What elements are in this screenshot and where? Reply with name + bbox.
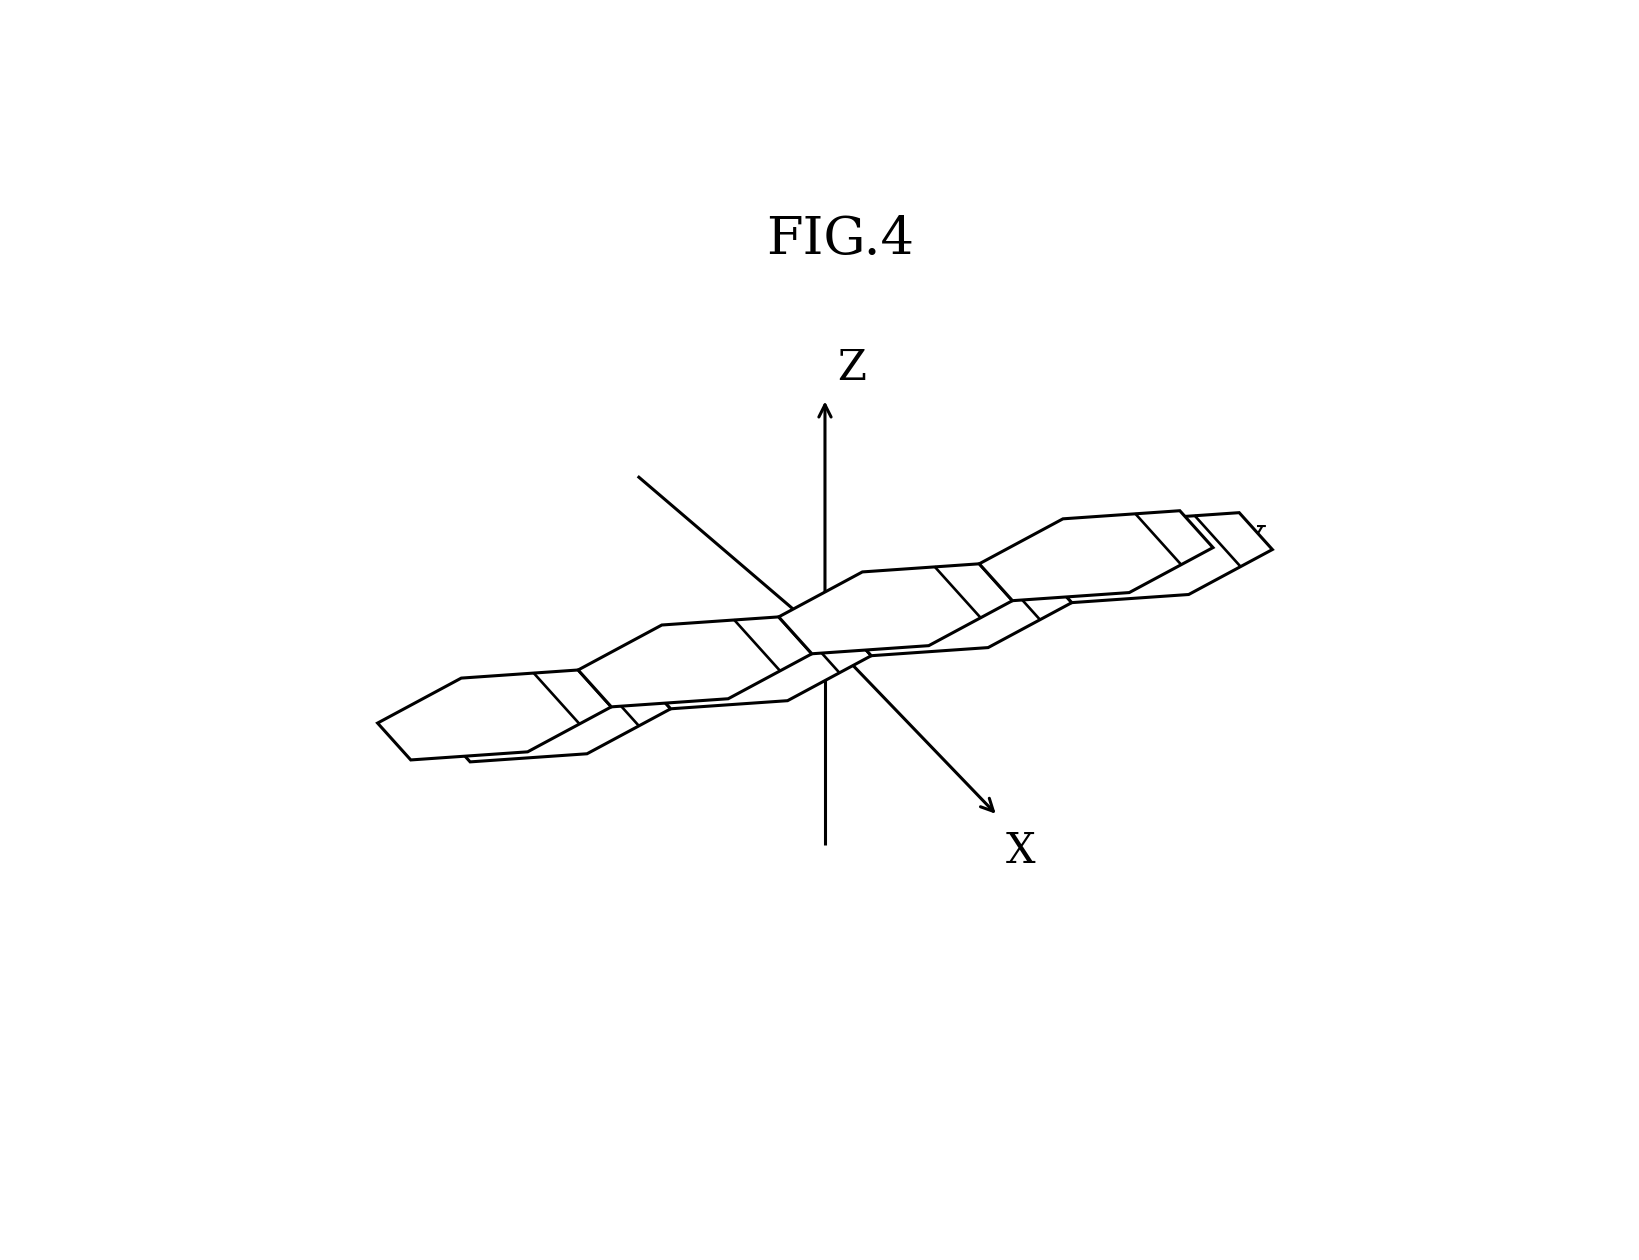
Polygon shape xyxy=(978,510,1213,601)
Text: Z: Z xyxy=(838,346,865,389)
Text: FIG.4: FIG.4 xyxy=(765,214,915,266)
Polygon shape xyxy=(779,563,1011,654)
Polygon shape xyxy=(638,619,870,709)
Polygon shape xyxy=(436,672,670,762)
Polygon shape xyxy=(579,617,811,707)
Text: X: X xyxy=(1005,830,1034,872)
Polygon shape xyxy=(1037,513,1272,602)
Text: Y: Y xyxy=(1236,523,1264,566)
Polygon shape xyxy=(377,670,611,760)
Polygon shape xyxy=(838,566,1072,655)
